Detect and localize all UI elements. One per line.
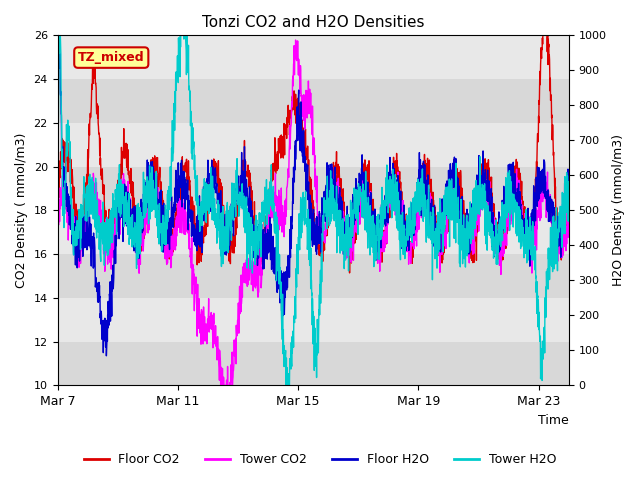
Floor H2O — [457, 204, 465, 210]
Tower H2O — [303, 216, 310, 221]
Floor CO2 — [456, 196, 464, 202]
Line: Tower CO2: Tower CO2 — [58, 40, 569, 385]
Y-axis label: H2O Density (mmol/m3): H2O Density (mmol/m3) — [612, 134, 625, 287]
Floor CO2 — [565, 207, 573, 213]
Tower H2O — [54, 170, 61, 176]
Tower CO2 — [457, 212, 465, 218]
Tower H2O — [550, 266, 558, 272]
Tower CO2 — [217, 383, 225, 388]
Floor H2O — [54, 98, 61, 104]
Tower CO2 — [550, 239, 558, 244]
Tower H2O — [56, 33, 63, 38]
Legend: Floor CO2, Tower CO2, Floor H2O, Tower H2O: Floor CO2, Tower CO2, Floor H2O, Tower H… — [79, 448, 561, 471]
Floor H2O — [102, 353, 110, 359]
Floor CO2 — [550, 171, 558, 177]
Floor H2O — [565, 181, 573, 187]
Floor CO2 — [289, 94, 296, 99]
Bar — [58, 298, 569, 342]
Tower H2O — [282, 383, 290, 388]
Bar — [58, 254, 569, 298]
Bar — [58, 167, 569, 210]
Text: TZ_mixed: TZ_mixed — [78, 51, 145, 64]
Floor H2O — [289, 175, 297, 181]
Line: Floor CO2: Floor CO2 — [58, 36, 569, 273]
Tower CO2 — [550, 232, 558, 238]
Line: Floor H2O: Floor H2O — [58, 36, 569, 356]
Floor CO2 — [80, 207, 88, 213]
Title: Tonzi CO2 and H2O Densities: Tonzi CO2 and H2O Densities — [202, 15, 424, 30]
Floor CO2 — [539, 33, 547, 38]
Floor H2O — [55, 33, 63, 38]
Line: Tower H2O: Tower H2O — [58, 36, 569, 385]
Tower H2O — [289, 328, 297, 334]
Tower CO2 — [80, 236, 88, 241]
Floor CO2 — [550, 166, 558, 171]
Bar — [58, 79, 569, 123]
Floor CO2 — [346, 270, 353, 276]
Floor H2O — [303, 182, 310, 188]
Floor CO2 — [54, 195, 61, 201]
Bar — [58, 123, 569, 167]
Tower CO2 — [565, 214, 573, 220]
X-axis label: Time: Time — [538, 414, 569, 427]
Bar — [58, 36, 569, 79]
Floor CO2 — [302, 145, 310, 151]
Floor H2O — [550, 226, 558, 232]
Tower CO2 — [54, 230, 61, 236]
Tower H2O — [565, 179, 573, 185]
Floor H2O — [80, 213, 88, 219]
Tower H2O — [457, 208, 465, 214]
Floor H2O — [550, 205, 558, 211]
Tower CO2 — [292, 37, 300, 43]
Bar — [58, 342, 569, 385]
Tower H2O — [550, 241, 558, 247]
Tower CO2 — [303, 90, 310, 96]
Y-axis label: CO2 Density ( mmol/m3): CO2 Density ( mmol/m3) — [15, 132, 28, 288]
Bar — [58, 210, 569, 254]
Tower H2O — [80, 174, 88, 180]
Tower CO2 — [289, 73, 296, 79]
